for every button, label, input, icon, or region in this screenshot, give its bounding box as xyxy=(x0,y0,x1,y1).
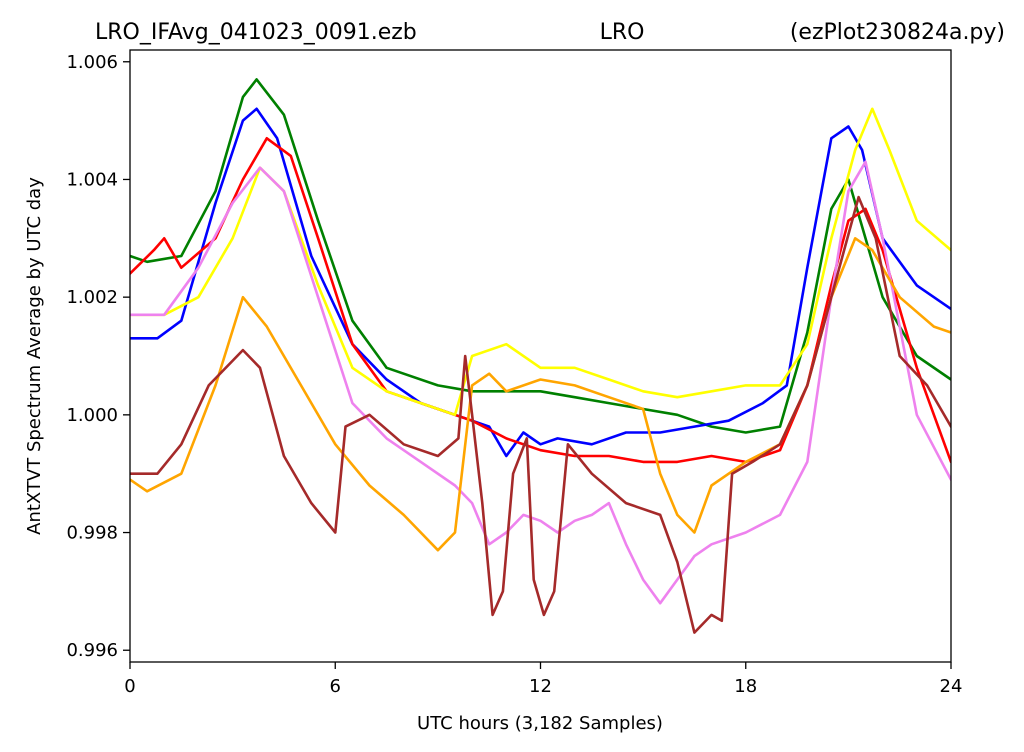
y-tick-label: 1.006 xyxy=(66,52,118,73)
x-tick-label: 24 xyxy=(940,676,963,697)
series-line-5 xyxy=(130,160,951,605)
y-tick-label: 0.996 xyxy=(66,640,118,661)
chart-header-right: (ezPlot230824a.py) xyxy=(790,20,1005,45)
series-line-2 xyxy=(130,107,951,458)
y-axis-label: AntXTVT Spectrum Average by UTC day xyxy=(24,177,45,535)
chart-header-left: LRO_IFAvg_041023_0091.ezb xyxy=(95,20,417,45)
series-line-1 xyxy=(130,78,951,434)
x-tick-label: 12 xyxy=(529,676,552,697)
x-axis: 0 6 12 18 24 xyxy=(124,662,962,697)
chart-header-center: LRO xyxy=(600,20,645,45)
y-tick-label: 0.998 xyxy=(66,523,118,544)
x-tick-label: 18 xyxy=(734,676,757,697)
y-axis: 0.996 0.998 1.000 1.002 1.004 1.006 xyxy=(66,52,130,661)
x-tick-label: 6 xyxy=(330,676,341,697)
series-group xyxy=(130,78,951,634)
x-axis-label: UTC hours (3,182 Samples) xyxy=(417,713,663,734)
y-tick-label: 1.000 xyxy=(66,405,118,426)
series-line-7 xyxy=(130,195,951,634)
y-tick-label: 1.002 xyxy=(66,287,118,308)
y-tick-label: 1.004 xyxy=(66,169,118,190)
x-tick-label: 0 xyxy=(124,676,135,697)
